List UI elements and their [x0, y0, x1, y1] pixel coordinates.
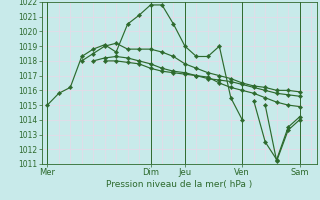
X-axis label: Pression niveau de la mer( hPa ): Pression niveau de la mer( hPa )	[106, 180, 252, 189]
